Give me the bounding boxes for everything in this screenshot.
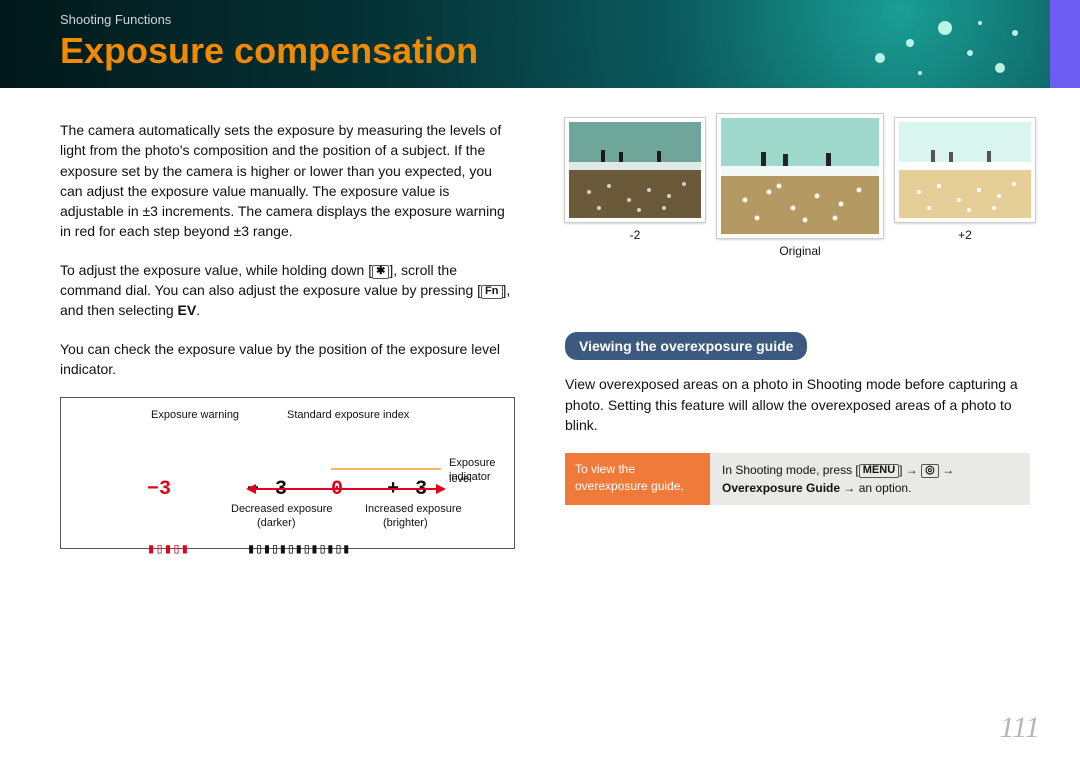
label-increased-b: (brighter) xyxy=(383,516,428,532)
info-right-steps: In Shooting mode, press [MENU] → ◎ → Ove… xyxy=(710,453,1030,505)
thumb-overexposed: +2 xyxy=(895,118,1035,242)
menu-button-icon: MENU xyxy=(859,464,899,478)
info-left-label: To view the overexposure guide, xyxy=(565,453,710,505)
text: To adjust the exposure value, while hold… xyxy=(60,262,372,278)
ticks-main: ▮▯▮▯▮▯▮▯▮▯▮▯▮ xyxy=(247,542,350,558)
label-indicator-b: indicator xyxy=(449,470,491,486)
section-heading-pill: Viewing the overexposure guide xyxy=(565,332,807,360)
label-standard-index: Standard exposure index xyxy=(287,408,409,424)
ticks-warn: ▮▯▮▯▮ xyxy=(147,540,214,560)
info-row: To view the overexposure guide, In Shoot… xyxy=(565,453,1030,505)
photo-original xyxy=(721,118,879,234)
exposure-warning-bar: −3 ▮▯▮▯▮ xyxy=(147,434,214,601)
page-number: 111 xyxy=(999,711,1040,745)
breadcrumb: Shooting Functions xyxy=(60,12,171,27)
sparkle-decoration xyxy=(860,8,1040,88)
left-column: The camera automatically sets the exposu… xyxy=(60,120,515,549)
ev-label: EV xyxy=(178,302,197,318)
thumb-original: Original xyxy=(717,114,883,258)
exposure-thumbnails: -2 Original xyxy=(565,118,1035,258)
overexposure-guide-label: Overexposure Guide xyxy=(722,481,840,495)
body-para-1: The camera automatically sets the exposu… xyxy=(60,120,515,242)
thumb-underexposed: -2 xyxy=(565,118,705,242)
right-column: Viewing the overexposure guide View over… xyxy=(565,332,1030,505)
photo-underexposed xyxy=(569,122,701,218)
fn-button-icon: Fn xyxy=(481,285,502,299)
section-para: View overexposed areas on a photo in Sho… xyxy=(565,374,1030,435)
caption-overexposed: +2 xyxy=(895,228,1035,242)
page: Shooting Functions Exposure compensation… xyxy=(0,0,1080,765)
text: In Shooting mode, press [ xyxy=(722,463,859,477)
exposure-range-arrow xyxy=(246,482,446,496)
body-para-3: You can check the exposure value by the … xyxy=(60,339,515,380)
photo-overexposed xyxy=(899,122,1031,218)
scale-label-warn: −3 xyxy=(147,475,214,504)
camera-mode-icon: ◎ xyxy=(921,464,939,478)
label-exposure-warning: Exposure warning xyxy=(151,408,239,424)
text: → an option. xyxy=(840,481,911,495)
text: ] → xyxy=(899,463,921,477)
text: → xyxy=(939,463,954,477)
body-para-2: To adjust the exposure value, while hold… xyxy=(60,260,515,321)
exposure-adjust-icon: ✱ xyxy=(372,265,389,279)
caption-original: Original xyxy=(717,244,883,258)
indicator-connector xyxy=(331,464,446,474)
page-title: Exposure compensation xyxy=(60,30,478,72)
label-decreased-b: (darker) xyxy=(257,516,296,532)
text: . xyxy=(196,302,200,318)
caption-underexposed: -2 xyxy=(565,228,705,242)
exposure-diagram: Exposure warning Standard exposure index… xyxy=(60,397,515,549)
